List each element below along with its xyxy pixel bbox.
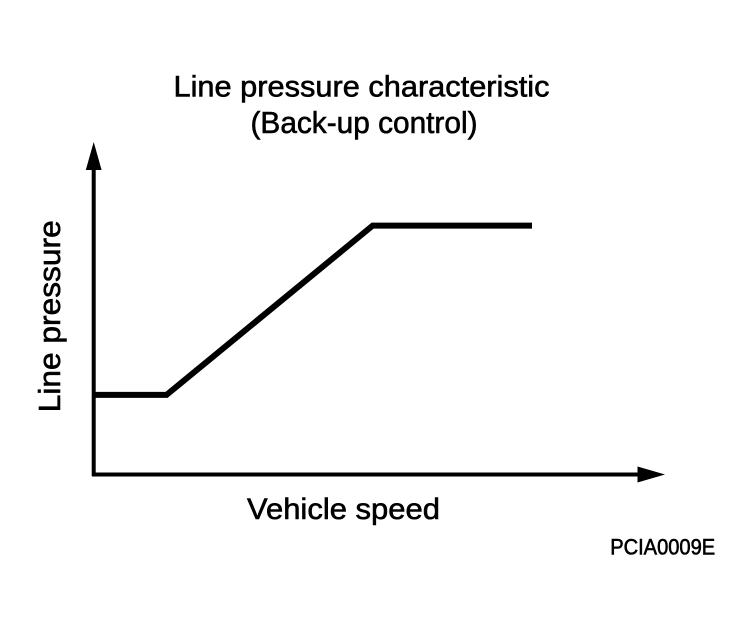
svg-text:PCIA0009E: PCIA0009E [610, 535, 715, 560]
svg-text:Vehicle speed: Vehicle speed [247, 493, 440, 526]
svg-text:Line pressure characteristic: Line pressure characteristic [174, 71, 550, 104]
svg-text:(Back-up control): (Back-up control) [251, 105, 478, 140]
svg-text:Line pressure: Line pressure [32, 220, 67, 412]
